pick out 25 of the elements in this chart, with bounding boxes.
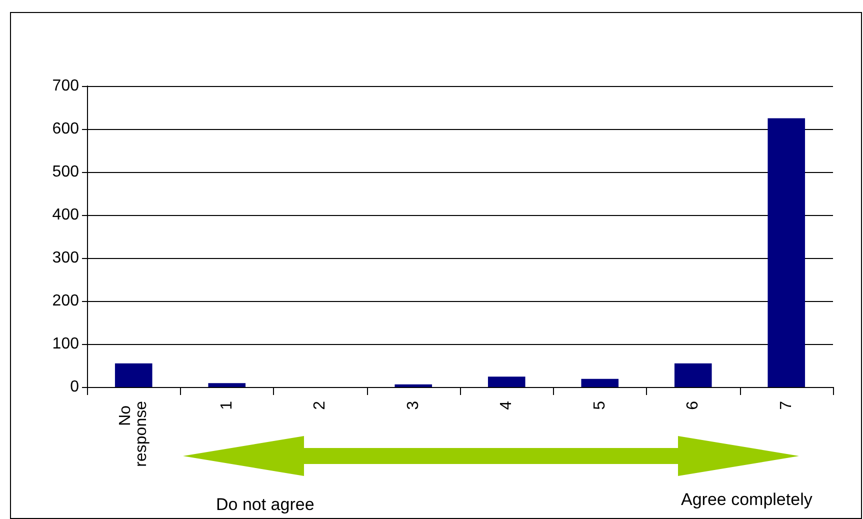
text: Agree completely: [681, 490, 812, 510]
y-tick-label: 600: [52, 120, 80, 138]
bar: [208, 383, 246, 387]
bar: [674, 363, 712, 387]
bar: [114, 363, 152, 387]
y-tick-label: 100: [52, 336, 80, 352]
bar: [768, 118, 806, 387]
y-tick-label: 200: [52, 292, 80, 310]
x-tick-label: 3: [404, 400, 422, 410]
y-tick-label: 500: [52, 164, 80, 180]
y-tick-label: 0: [70, 378, 80, 396]
x-tick-label: 5: [591, 400, 608, 410]
bar: [581, 378, 619, 387]
y-tick-label: 700: [52, 78, 80, 94]
x-tick-label: 1: [218, 400, 236, 410]
text: Do not agree: [216, 495, 314, 515]
x-tick-label: 4: [498, 400, 516, 410]
bar: [394, 384, 432, 387]
x-tick-label: 6: [684, 400, 702, 410]
bar: [488, 376, 526, 387]
y-tick-label: 400: [52, 206, 80, 224]
x-tick-label: 7: [778, 400, 795, 410]
x-tick-label: No response: [117, 400, 150, 467]
x-tick-label: 2: [312, 400, 329, 410]
y-tick-label: 300: [52, 250, 80, 266]
